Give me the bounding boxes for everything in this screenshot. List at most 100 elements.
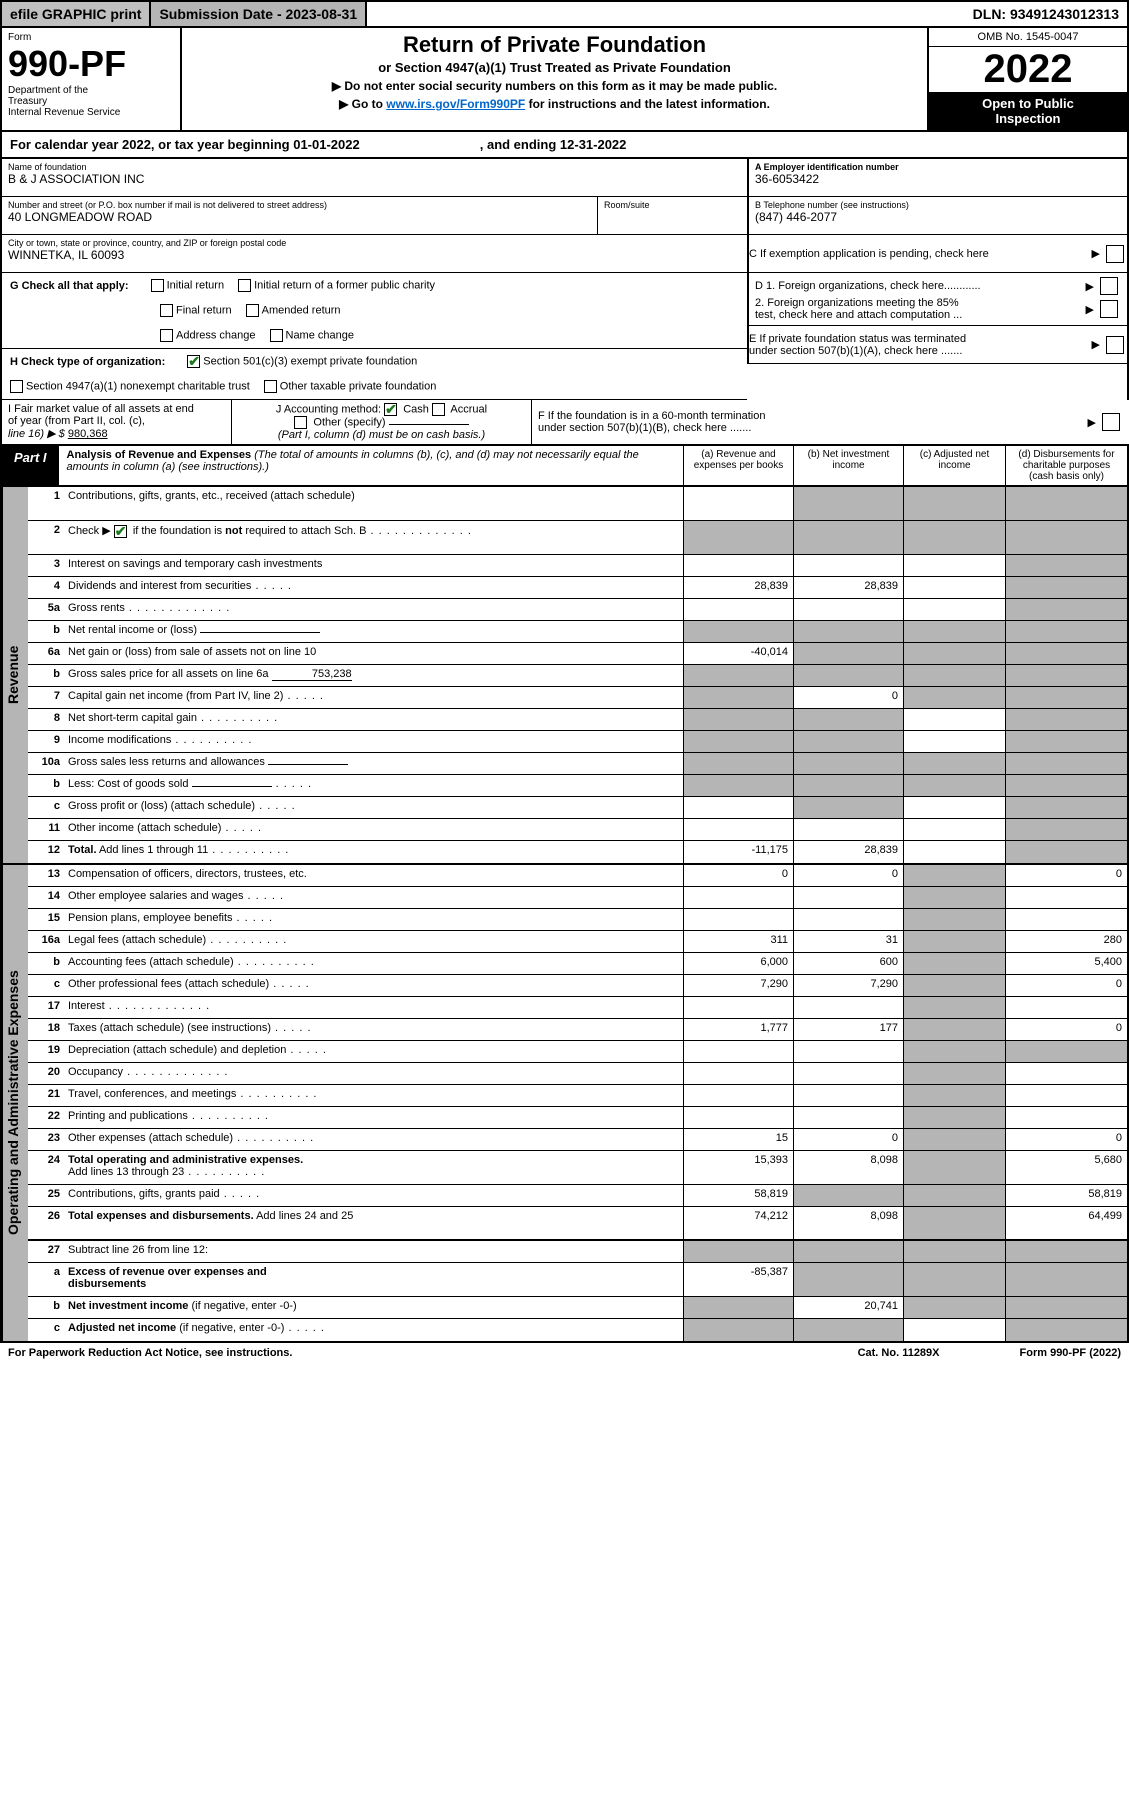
g-addr: Address change [176,329,256,341]
cb-initial-return[interactable] [151,279,164,292]
v27aa: -85,387 [683,1263,793,1296]
expenses-table: Operating and Administrative Expenses 13… [0,865,1129,1343]
inst2-pre: ▶ Go to [339,97,386,111]
street-address: 40 LONGMEADOW ROAD [8,210,591,224]
cb-85pct[interactable] [1100,300,1118,318]
v16bd: 5,400 [1005,953,1127,974]
form-title: Return of Private Foundation [190,32,919,58]
line-27: Subtract line 26 from line 12: [64,1241,683,1262]
line-5a: Gross rents [64,599,683,620]
v12a: -11,175 [683,841,793,863]
g-amended: Amended return [262,304,341,316]
v16ba: 6,000 [683,953,793,974]
h-4947: Section 4947(a)(1) nonexempt charitable … [26,380,250,392]
e2: under section 507(b)(1)(A), check here .… [749,345,962,357]
v23b: 0 [793,1129,903,1150]
line-17: Interest [64,997,683,1018]
part1-label: Part I [2,446,59,485]
line-24: Total operating and administrative expen… [64,1151,683,1184]
g-final: Final return [176,304,232,316]
line-6b: Gross sales price for all assets on line… [64,665,683,686]
cb-schb[interactable] [114,525,127,538]
efile-label[interactable]: efile GRAPHIC print [2,2,151,26]
part1-header: Part I Analysis of Revenue and Expenses … [0,446,1129,487]
line-8: Net short-term capital gain [64,709,683,730]
line-27a: Excess of revenue over expenses anddisbu… [64,1263,683,1296]
v26a: 74,212 [683,1207,793,1239]
cb-other-method[interactable] [294,416,307,429]
cb-initial-former[interactable] [238,279,251,292]
line-16b: Accounting fees (attach schedule) [64,953,683,974]
inspection: Inspection [933,111,1123,126]
v16bb: 600 [793,953,903,974]
form-link[interactable]: www.irs.gov/Form990PF [386,97,525,111]
v24d: 5,680 [1005,1151,1127,1184]
v18d: 0 [1005,1019,1127,1040]
tax-year: 2022 [929,47,1127,92]
v16ca: 7,290 [683,975,793,996]
cb-accrual[interactable] [432,403,445,416]
cb-status-terminated[interactable] [1106,336,1124,354]
v16aa: 311 [683,931,793,952]
col-c-hdr: (c) Adjusted net income [903,446,1005,485]
j-cash: Cash [403,403,429,415]
v6a: -40,014 [683,643,793,664]
form-word: Form [8,32,174,43]
revenue-side-label: Revenue [2,487,28,863]
line-3: Interest on savings and temporary cash i… [64,555,683,576]
cb-501c3[interactable] [187,355,200,368]
phone-value: (847) 446-2077 [755,210,1121,224]
line-23: Other expenses (attach schedule) [64,1129,683,1150]
part1-title: Analysis of Revenue and Expenses [67,449,252,461]
ein-label: A Employer identification number [755,162,1121,172]
form-ref: Form 990-PF (2022) [1020,1347,1121,1359]
expenses-side-label: Operating and Administrative Expenses [2,865,28,1341]
line-15: Pension plans, employee benefits [64,909,683,930]
instruction-2: ▶ Go to www.irs.gov/Form990PF for instru… [190,97,919,111]
v16ab: 31 [793,931,903,952]
e1: E If private foundation status was termi… [749,333,966,345]
v24b: 8,098 [793,1151,903,1184]
fmv-value: 980,368 [68,428,108,440]
i-line2: of year (from Part II, col. (c), [8,415,225,427]
line-10b: Less: Cost of goods sold [64,775,683,796]
j-note: (Part I, column (d) must be on cash basi… [238,429,525,441]
col-a-hdr: (a) Revenue and expenses per books [683,446,793,485]
cb-final-return[interactable] [160,304,173,317]
cb-other-taxable[interactable] [264,380,277,393]
footer: For Paperwork Reduction Act Notice, see … [0,1343,1129,1363]
v25a: 58,819 [683,1185,793,1206]
line-6a: Net gain or (loss) from sale of assets n… [64,643,683,664]
cat-no: Cat. No. 11289X [858,1347,940,1359]
form-number: 990-PF [8,43,174,85]
v16cd: 0 [1005,975,1127,996]
f1: F If the foundation is in a 60-month ter… [538,410,765,422]
line-5b: Net rental income or (loss) [64,621,683,642]
cb-exemption-pending[interactable] [1106,245,1124,263]
cb-foreign-org[interactable] [1100,277,1118,295]
cb-cash[interactable] [384,403,397,416]
cb-4947[interactable] [10,380,23,393]
form-subtitle: or Section 4947(a)(1) Trust Treated as P… [190,60,919,75]
v13a: 0 [683,865,793,886]
room-label: Room/suite [604,200,741,210]
d2a: 2. Foreign organizations meeting the 85% [755,297,959,309]
cb-amended[interactable] [246,304,259,317]
g-name: Name change [286,329,355,341]
i-line1: I Fair market value of all assets at end [8,403,225,415]
pra-notice: For Paperwork Reduction Act Notice, see … [8,1347,292,1359]
phone-label: B Telephone number (see instructions) [755,200,1121,210]
omb-number: OMB No. 1545-0047 [929,28,1127,47]
cal-end: , and ending 12-31-2022 [480,137,627,152]
cb-60month[interactable] [1102,413,1120,431]
open-public: Open to Public [933,96,1123,111]
g-initial: Initial return [167,279,224,291]
v25d: 58,819 [1005,1185,1127,1206]
cb-address-change[interactable] [160,329,173,342]
i-line3-pre: line 16) ▶ $ [8,428,68,440]
line-27c: Adjusted net income (if negative, enter … [64,1319,683,1341]
line-9: Income modifications [64,731,683,752]
v18b: 177 [793,1019,903,1040]
v4a: 28,839 [683,577,793,598]
cb-name-change[interactable] [270,329,283,342]
